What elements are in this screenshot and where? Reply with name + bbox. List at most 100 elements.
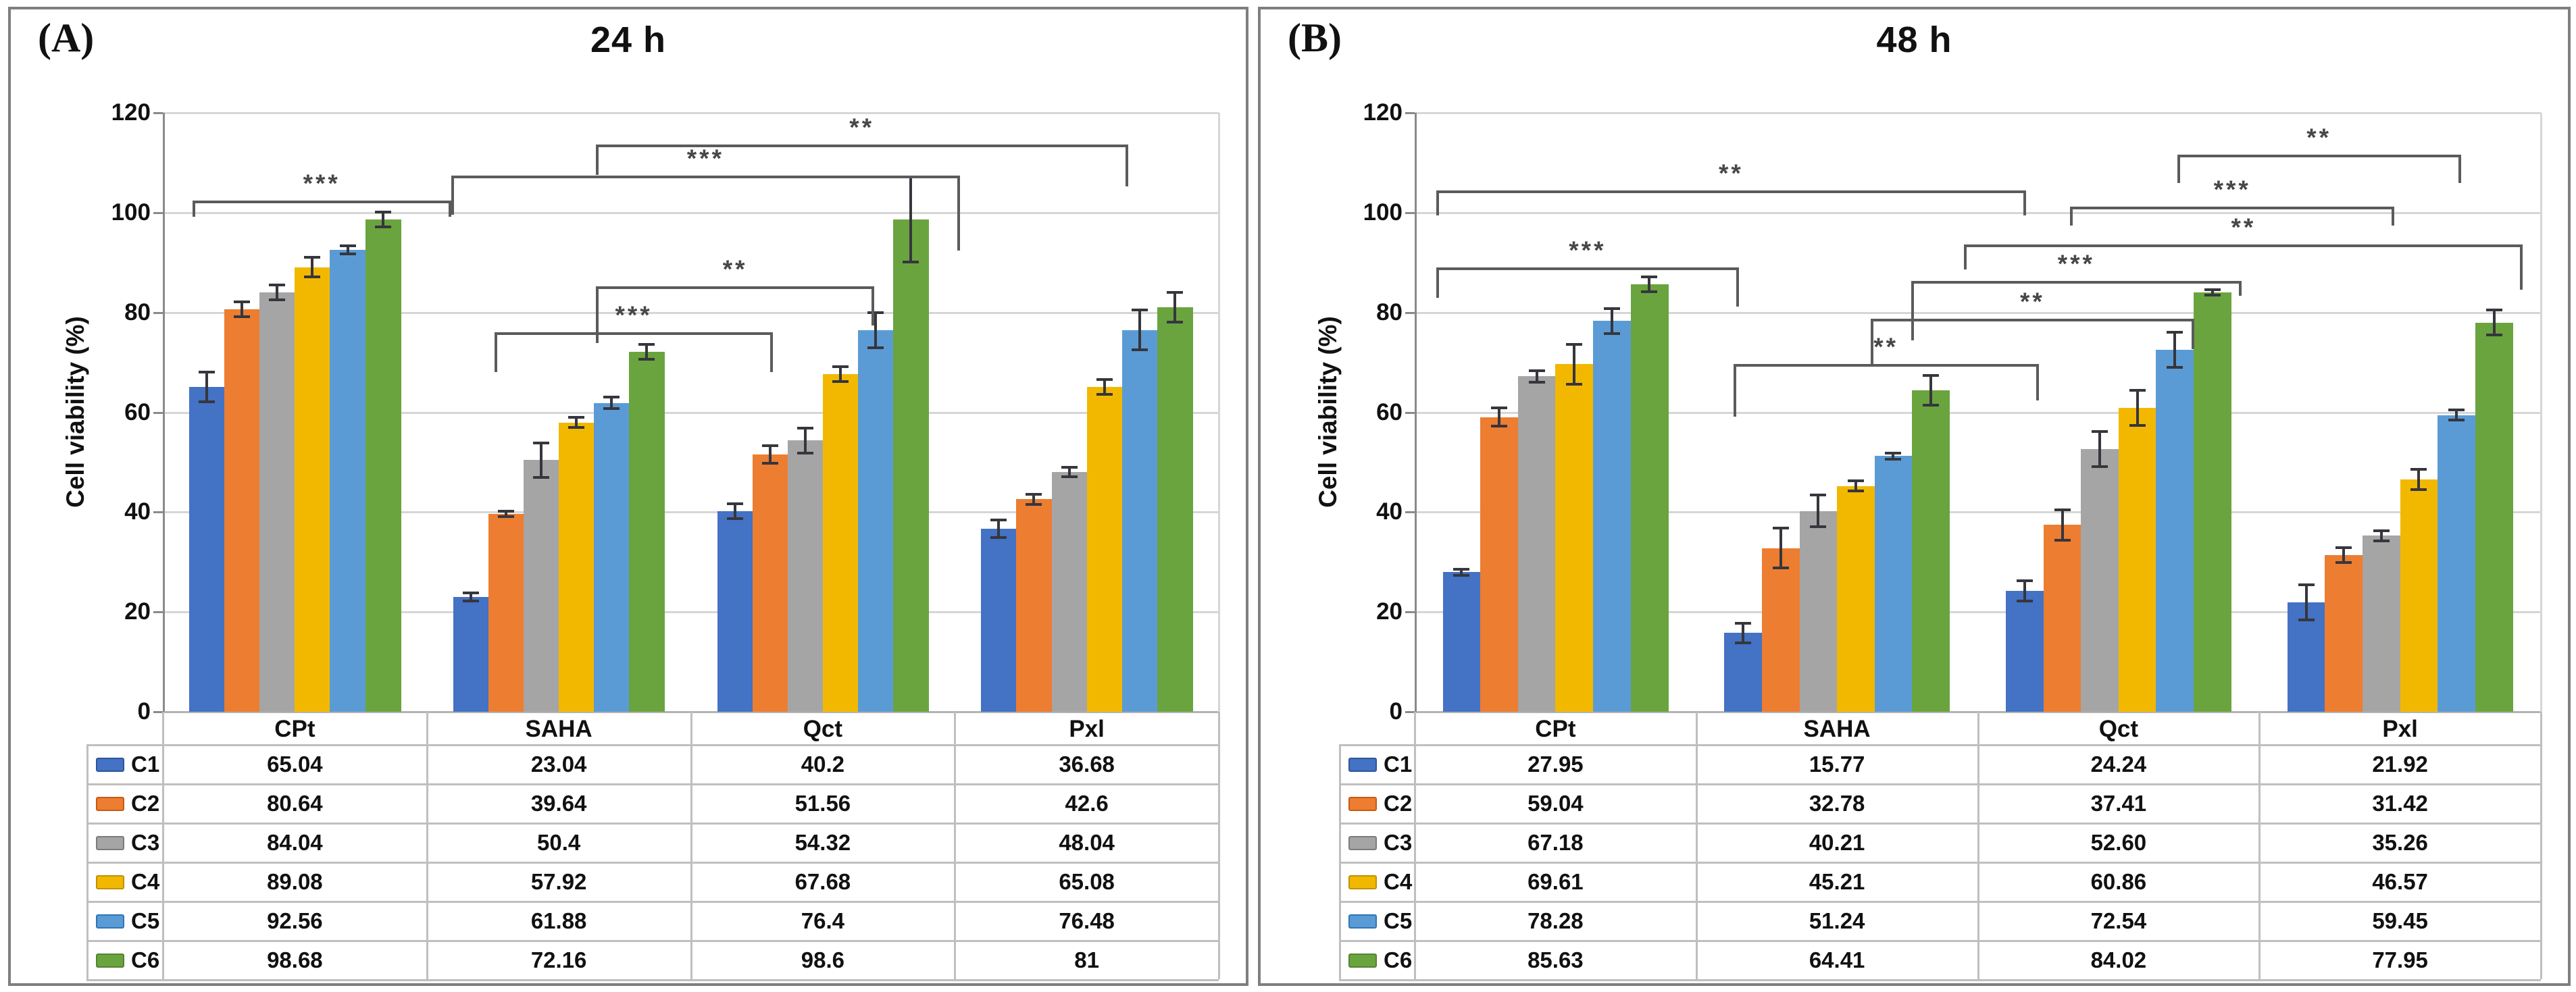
bar-cpt-c3	[1517, 376, 1556, 712]
error-bar-cap	[1603, 307, 1620, 310]
error-bar	[1498, 408, 1501, 426]
error-bar	[1610, 308, 1613, 334]
sig-bracket-leg	[1911, 281, 1915, 341]
error-bar	[469, 592, 472, 601]
legend-item-c4: C4	[96, 869, 159, 895]
sig-label: ***	[615, 301, 653, 330]
legend-label: C2	[1384, 791, 1413, 816]
table-col-line	[1977, 712, 1979, 979]
error-bar-cap	[2373, 529, 2390, 532]
table-header-cpt: CPt	[1535, 716, 1576, 742]
table-cell-saha-c1: 23.04	[530, 752, 587, 777]
error-bar-cap	[199, 400, 216, 404]
legend-item-c2: C2	[96, 791, 159, 816]
sig-bracket	[1733, 363, 2039, 367]
error-bar-cap	[1491, 407, 1508, 410]
error-bar-cap	[990, 536, 1007, 540]
error-bar-cap	[1131, 309, 1148, 312]
table-cell-qct-c1: 24.24	[2090, 752, 2147, 777]
legend-swatch-c1	[96, 757, 124, 772]
table-row-line	[1339, 940, 2541, 942]
legend-swatch-c6	[96, 953, 124, 968]
bar-pxl-c6	[1157, 307, 1193, 712]
y-tick-label-40: 40	[1376, 498, 1403, 525]
error-bar-cap	[1885, 451, 1902, 454]
error-bar-cap	[2335, 560, 2352, 564]
bar-saha-c2	[1761, 548, 1800, 712]
bar-qct-c1	[717, 511, 753, 712]
error-bar	[610, 396, 613, 409]
error-bar-cap	[2298, 583, 2315, 587]
error-bar-cap	[2485, 309, 2502, 312]
error-bar-cap	[867, 311, 884, 315]
y-tick-label-100: 100	[111, 199, 151, 226]
gridline-120	[163, 112, 1219, 114]
gridline-100	[1415, 211, 2541, 214]
legend-label: C6	[1384, 947, 1413, 972]
error-bar-cap	[1810, 494, 1827, 497]
table-cell-saha-c2: 32.78	[1809, 791, 1865, 816]
error-bar-cap	[2016, 579, 2033, 583]
sig-label: **	[1873, 332, 1899, 361]
table-cell-cpt-c4: 69.61	[1527, 869, 1584, 894]
table-cell-cpt-c6: 85.63	[1527, 947, 1584, 972]
gridline-100	[163, 211, 1219, 214]
y-tick-label-80: 80	[1376, 298, 1403, 325]
error-bar	[997, 519, 1001, 538]
y-tick-label-20: 20	[124, 598, 151, 625]
error-bar-cap	[568, 426, 585, 429]
bar-cpt-c5	[330, 249, 366, 712]
sig-bracket-leg	[957, 176, 961, 251]
error-bar-cap	[1847, 479, 1864, 483]
table-col-line	[690, 712, 692, 979]
table-cell-saha-c2: 39.64	[530, 791, 587, 816]
bar-pxl-c5	[1121, 330, 1158, 712]
table-row-line	[1339, 979, 2541, 981]
error-bar-cap	[2054, 538, 2071, 542]
bar-cpt-c6	[1630, 284, 1669, 712]
table-col-line	[1695, 712, 1698, 979]
error-bar-cap	[533, 476, 550, 479]
bar-pxl-c4	[1086, 386, 1123, 712]
legend-label: C5	[1384, 908, 1413, 933]
error-bar-cap	[761, 444, 778, 447]
bar-qct-c6	[2194, 292, 2231, 712]
y-tick-label-20: 20	[1376, 598, 1403, 625]
error-bar-cap	[2054, 508, 2071, 512]
table-row-line	[1339, 823, 2541, 825]
table-cell-saha-c4: 45.21	[1809, 869, 1865, 894]
error-bar-cap	[990, 518, 1007, 521]
table-header-qct: Qct	[803, 716, 843, 742]
table-cell-qct-c6: 98.6	[801, 947, 844, 972]
bar-qct-c3	[2081, 449, 2119, 712]
table-cell-qct-c6: 84.02	[2090, 947, 2147, 972]
sig-bracket-leg	[2177, 155, 2180, 184]
sig-bracket-leg	[2023, 190, 2027, 215]
error-bar-cap	[269, 283, 286, 286]
panel-a-title: 24 h	[590, 20, 667, 60]
error-bar-cap	[533, 441, 550, 444]
table-cell-qct-c2: 51.56	[794, 791, 851, 816]
error-bar	[874, 313, 878, 348]
error-bar-cap	[2373, 539, 2390, 542]
error-bar-cap	[832, 380, 849, 383]
error-bar-cap	[638, 342, 655, 346]
sig-bracket-leg	[192, 201, 195, 217]
error-bar-cap	[304, 276, 321, 279]
error-bar	[2417, 469, 2421, 490]
error-bar-cap	[1453, 567, 1470, 571]
legend-item-c5: C5	[1348, 908, 1412, 934]
error-bar-cap	[2410, 467, 2427, 471]
y-tick-label-60: 60	[124, 398, 151, 425]
bar-qct-c4	[2118, 408, 2156, 712]
error-bar	[1535, 370, 1538, 383]
legend-label: C3	[131, 830, 160, 855]
table-col-line	[2540, 712, 2542, 979]
y-axis-tick	[1405, 211, 1415, 214]
error-bar-cap	[1528, 369, 1545, 372]
error-bar-cap	[726, 502, 743, 505]
bar-cpt-c2	[224, 309, 261, 712]
bar-cpt-c4	[1555, 364, 1594, 712]
panel-b-label: (B)	[1288, 16, 1342, 60]
table-header-saha: SAHA	[1803, 716, 1871, 742]
